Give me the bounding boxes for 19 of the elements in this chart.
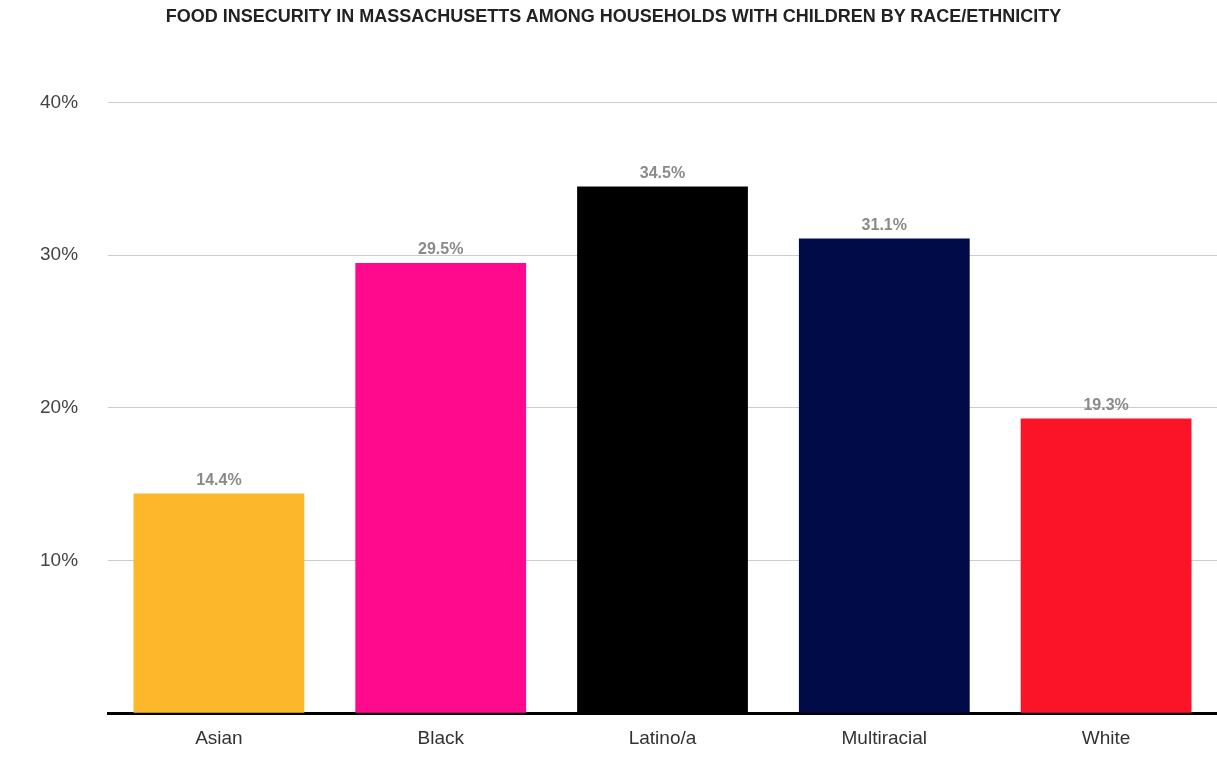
y-tick-label: 40% <box>40 90 79 112</box>
data-label: 14.4% <box>196 470 242 488</box>
x-tick-label: Multiracial <box>841 726 928 748</box>
bar <box>798 238 970 713</box>
x-tick-label: Latino/a <box>628 726 697 748</box>
chart-title: FOOD INSECURITY IN MASSACHUSETTS AMONG HOUSEHOLDS WITH CHILDREN BY RACE/ETHNICITY <box>165 5 1062 26</box>
bar <box>1020 418 1192 713</box>
data-label: 19.3% <box>1083 395 1129 413</box>
y-tick-label: 10% <box>40 548 79 570</box>
bar <box>133 493 305 713</box>
data-label: 31.1% <box>861 215 907 233</box>
x-tick-label: Black <box>417 726 465 748</box>
data-label: 34.5% <box>639 163 686 181</box>
data-label: 29.5% <box>418 240 464 258</box>
bar <box>355 262 527 713</box>
x-tick-label: White <box>1081 726 1131 748</box>
x-tick-label: Asian <box>195 726 243 748</box>
y-tick-label: 30% <box>40 243 79 265</box>
y-tick-label: 20% <box>40 396 79 418</box>
